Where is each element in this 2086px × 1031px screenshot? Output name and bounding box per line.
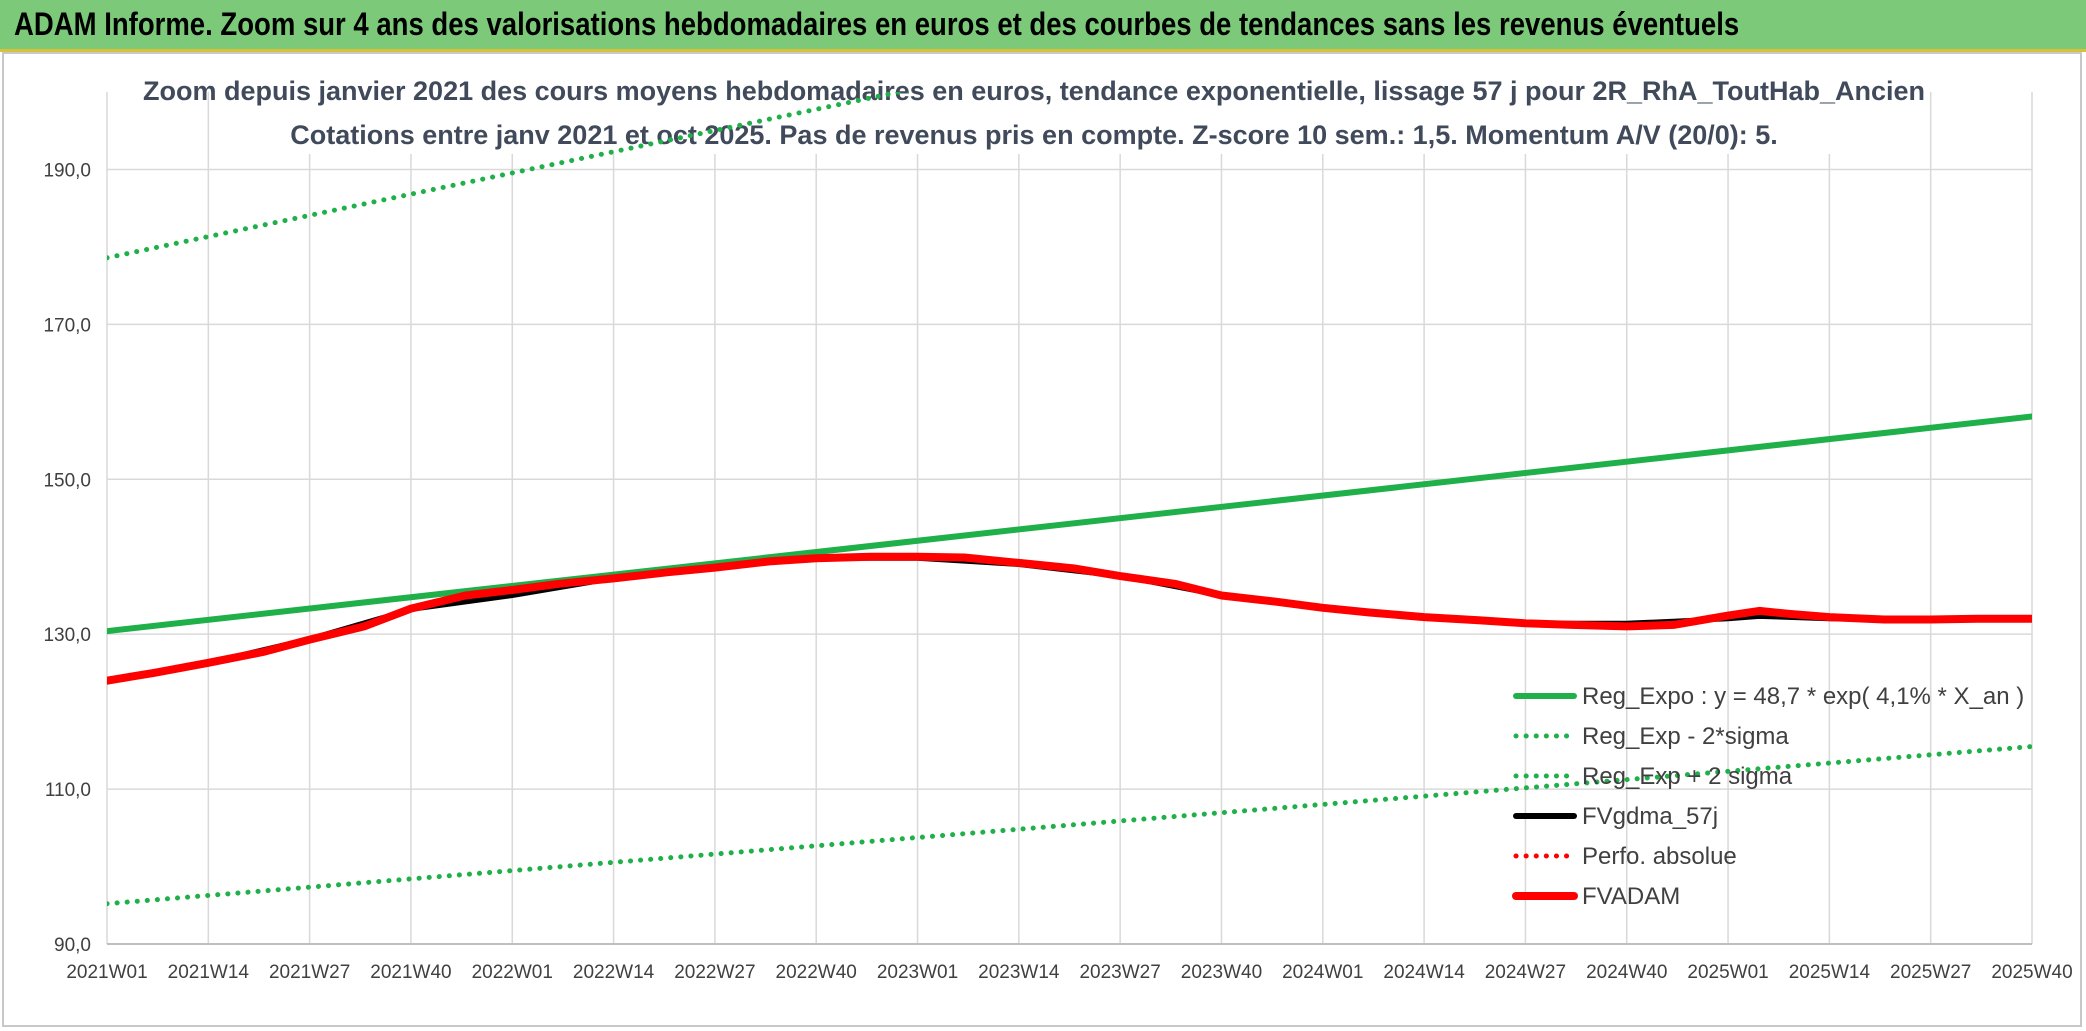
- x-tick-label: 2022W40: [776, 962, 857, 983]
- x-tick-label: 2025W40: [1991, 962, 2072, 983]
- x-tick-label: 2024W27: [1485, 962, 1566, 983]
- x-tick-label: 2024W01: [1282, 962, 1363, 983]
- y-axis: 90,0 110,0 130,0 150,0 170,0 190,0: [43, 160, 91, 956]
- series-line-fvadam: [107, 552, 2032, 685]
- chart-subtitle: Cotations entre janv 2021 et oct 2025. P…: [290, 120, 1778, 150]
- x-tick-label: 2024W40: [1586, 962, 1667, 983]
- x-tick-label: 2025W01: [1687, 962, 1768, 983]
- legend-label: Reg_Exp - 2*sigma: [1582, 723, 1789, 750]
- x-tick-label: 2022W14: [573, 962, 655, 983]
- report-banner-title: ADAM Informe. Zoom sur 4 ans des valoris…: [14, 6, 1740, 42]
- series-line-reg-exp: [107, 744, 2032, 907]
- trend-chart: Zoom depuis janvier 2021 des cours moyen…: [43, 64, 2073, 983]
- x-axis: 2021W01 2021W14 2021W27 2021W40 2022W01 2022W…: [66, 943, 2073, 983]
- y-tick-label: 190,0: [43, 160, 91, 181]
- x-tick-label: 2023W27: [1079, 962, 1160, 983]
- report-banner: ADAM Informe. Zoom sur 4 ans des valoris…: [0, 0, 2086, 52]
- x-tick-label: 2025W14: [1789, 962, 1871, 983]
- x-tick-label: 2025W27: [1890, 962, 1971, 983]
- x-tick-label: 2021W14: [168, 962, 250, 983]
- x-tick-label: 2023W40: [1181, 962, 1262, 983]
- x-tick-label: 2022W27: [674, 962, 755, 983]
- legend-label: FVgdma_57j: [1582, 803, 1718, 830]
- grid: [106, 92, 2033, 945]
- y-tick-label: 150,0: [43, 470, 91, 491]
- x-tick-label: 2022W01: [472, 962, 553, 983]
- y-tick-label: 130,0: [43, 625, 91, 646]
- legend-label: Perfo. absolue: [1582, 843, 1737, 870]
- legend-label: Reg_Exp + 2 sigma: [1582, 763, 1793, 790]
- chart-frame: Zoom depuis janvier 2021 des cours moyen…: [2, 52, 2082, 1027]
- legend-label: FVADAM: [1582, 883, 1680, 910]
- chart-title: Zoom depuis janvier 2021 des cours moyen…: [143, 76, 1925, 106]
- legend-label: Reg_Expo : y = 48,7 * exp( 4,1% * X_an ): [1582, 683, 2024, 710]
- title-background: [244, 64, 1864, 154]
- x-tick-label: 2024W14: [1383, 962, 1465, 983]
- x-tick-label: 2021W01: [66, 962, 147, 983]
- x-tick-label: 2023W01: [877, 962, 958, 983]
- series: [107, 92, 2032, 907]
- legend: Reg_Expo : y = 48,7 * exp( 4,1% * X_an )…: [1512, 683, 2024, 910]
- y-tick-label: 110,0: [45, 780, 91, 801]
- y-tick-label: 170,0: [43, 315, 91, 336]
- series-line-fvgdma-57j: [107, 555, 2032, 684]
- x-tick-label: 2021W27: [269, 962, 350, 983]
- y-tick-label: 90,0: [54, 935, 91, 956]
- x-tick-label: 2021W40: [370, 962, 451, 983]
- series-line-reg-expo: [107, 413, 2032, 635]
- x-tick-label: 2023W14: [978, 962, 1060, 983]
